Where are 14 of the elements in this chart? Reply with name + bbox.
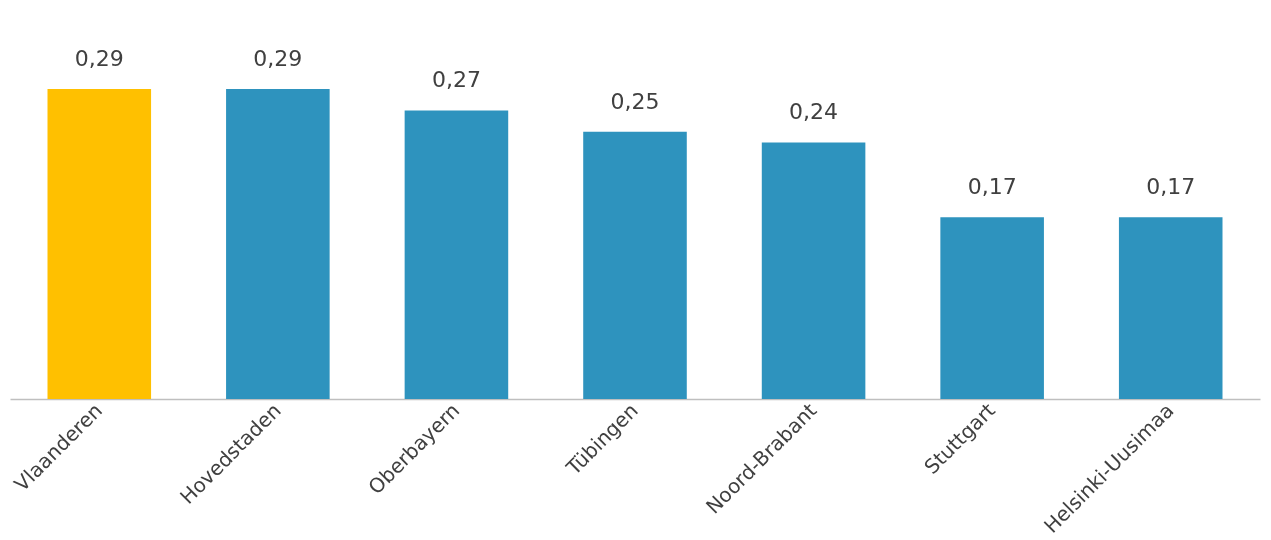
data-label: 0,25 [610,88,660,114]
bar [47,89,152,399]
bar [404,110,509,399]
bar [226,89,330,399]
data-label: 0,17 [1146,174,1196,200]
data-label: 0,27 [431,67,481,93]
data-label: 0,17 [967,174,1017,200]
data-label: 0,24 [789,99,839,125]
bar [1118,217,1223,399]
data-label: 0,29 [253,46,303,71]
bar [761,142,866,399]
data-label: 0,29 [74,46,124,71]
bar [940,217,1044,399]
bar [583,131,687,399]
